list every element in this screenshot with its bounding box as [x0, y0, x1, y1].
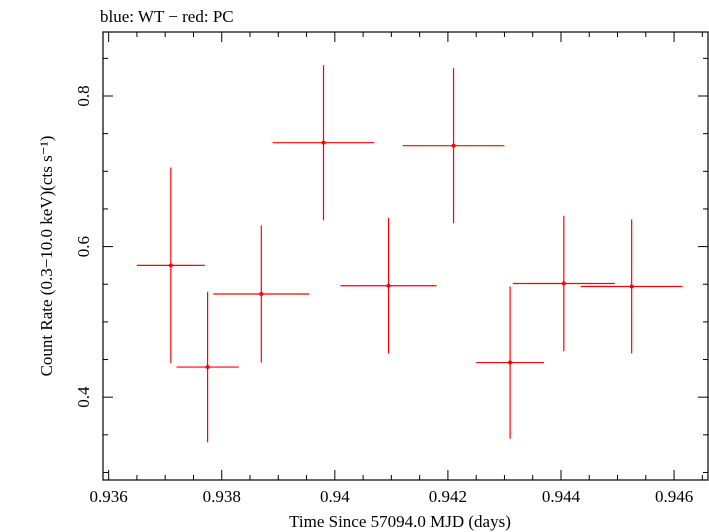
x-tick-label: 0.942 — [429, 487, 467, 506]
plot-frame — [102, 31, 709, 481]
x-tick-label: 0.936 — [90, 487, 128, 506]
data-marker — [259, 292, 264, 297]
data-point — [402, 68, 505, 224]
data-marker — [508, 360, 513, 365]
axis-ticks: 0.936 0.938 0.94 0.942 0.944 0.946 0.4 0.6 0.8 — [74, 32, 708, 506]
data-point — [512, 215, 615, 352]
data-point — [476, 286, 545, 439]
x-tick-label: 0.94 — [320, 487, 350, 506]
data-marker — [168, 263, 173, 268]
data-series — [136, 65, 683, 443]
data-point — [580, 219, 683, 354]
data-marker — [451, 143, 456, 148]
data-marker — [205, 365, 210, 370]
data-marker — [321, 140, 326, 145]
chart-title: blue: WT − red: PC — [100, 7, 234, 26]
x-tick-label: 0.944 — [542, 487, 581, 506]
data-point — [340, 217, 437, 354]
data-point — [176, 291, 239, 443]
data-point — [272, 65, 375, 221]
x-tick-label: 0.946 — [655, 487, 693, 506]
series-group — [136, 65, 683, 443]
y-tick-label: 0.8 — [74, 85, 93, 106]
x-axis-label: Time Since 57094.0 MJD (days) — [289, 512, 511, 531]
data-marker — [561, 281, 566, 286]
y-tick-label: 0.4 — [74, 386, 93, 408]
y-tick-label: 0.6 — [74, 236, 93, 257]
y-axis-label: Count Rate (0.3−10.0 keV)(cts s⁻¹) — [37, 136, 56, 377]
data-marker — [386, 283, 391, 288]
data-marker — [629, 284, 634, 289]
data-point — [213, 225, 310, 363]
data-point — [136, 167, 205, 364]
x-tick-label: 0.938 — [203, 487, 241, 506]
